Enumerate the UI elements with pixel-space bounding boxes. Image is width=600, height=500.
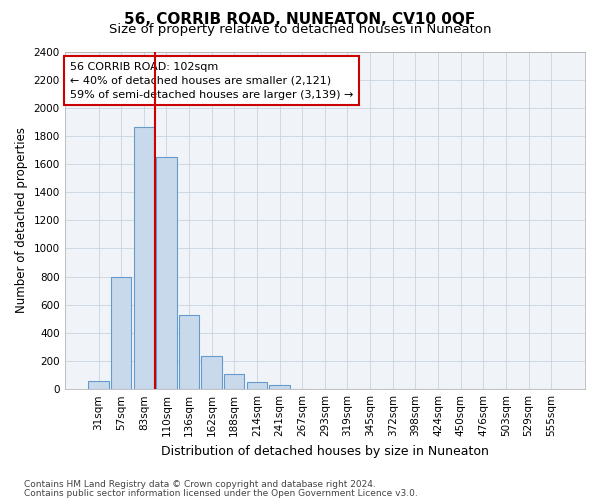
Bar: [269, 384, 290, 389]
Text: 56 CORRIB ROAD: 102sqm
← 40% of detached houses are smaller (2,121)
59% of semi-: 56 CORRIB ROAD: 102sqm ← 40% of detached…: [70, 62, 353, 100]
Bar: [134, 128, 154, 389]
Bar: [88, 382, 109, 389]
Y-axis label: Number of detached properties: Number of detached properties: [15, 128, 28, 314]
Bar: [247, 382, 267, 389]
Text: Contains public sector information licensed under the Open Government Licence v3: Contains public sector information licen…: [24, 488, 418, 498]
Text: 56, CORRIB ROAD, NUNEATON, CV10 0QF: 56, CORRIB ROAD, NUNEATON, CV10 0QF: [124, 12, 476, 28]
Text: Size of property relative to detached houses in Nuneaton: Size of property relative to detached ho…: [109, 22, 491, 36]
Bar: [224, 374, 244, 389]
Bar: [202, 356, 222, 389]
Bar: [179, 314, 199, 389]
Text: Contains HM Land Registry data © Crown copyright and database right 2024.: Contains HM Land Registry data © Crown c…: [24, 480, 376, 489]
Bar: [111, 278, 131, 389]
X-axis label: Distribution of detached houses by size in Nuneaton: Distribution of detached houses by size …: [161, 444, 489, 458]
Bar: [156, 157, 176, 389]
